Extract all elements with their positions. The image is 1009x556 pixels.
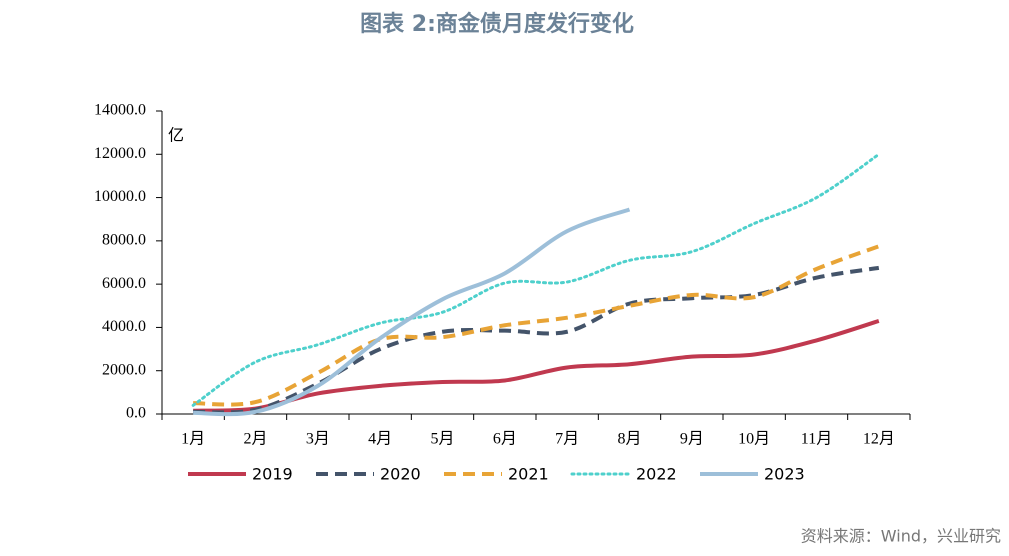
y-tick-label: 10000.0 — [94, 188, 146, 205]
legend-label: 2023 — [764, 465, 805, 484]
line-series — [193, 319, 880, 413]
x-tick-label: 10月 — [738, 431, 770, 448]
x-tick-label: 6月 — [493, 431, 517, 448]
x-tick-label: 3月 — [306, 431, 330, 448]
y-tick-label: 14000.0 — [94, 102, 146, 119]
x-tick-label: 12月 — [863, 431, 895, 448]
line-series — [193, 207, 631, 417]
x-tick-label: 4月 — [368, 431, 392, 448]
y-tick-label: 12000.0 — [94, 145, 146, 162]
legend-label: 2022 — [636, 465, 677, 484]
y-tick-label: 0.0 — [126, 405, 146, 422]
chart-title: 图表 2:商金债月度发行变化 — [360, 11, 634, 37]
x-tick-label: 9月 — [680, 431, 704, 448]
source-note: 资料来源：Wind，兴业研究 — [801, 527, 1001, 546]
y-tick-label: 6000.0 — [102, 275, 146, 292]
x-tick-label: 5月 — [430, 431, 454, 448]
y-unit: 亿 — [168, 127, 184, 145]
line-series — [193, 244, 880, 407]
line-series — [191, 152, 881, 407]
x-tick-label: 11月 — [801, 431, 832, 448]
legend-label: 2020 — [380, 465, 421, 484]
x-tick-label: 7月 — [555, 431, 579, 448]
legend-label: 2021 — [508, 465, 549, 484]
line-series — [193, 265, 880, 415]
x-tick-label: 8月 — [617, 431, 641, 448]
x-tick-label: 2月 — [243, 431, 267, 448]
y-tick-label: 4000.0 — [102, 318, 146, 335]
x-tick-label: 1月 — [181, 431, 205, 448]
y-tick-label: 2000.0 — [102, 361, 146, 378]
legend-label: 2019 — [252, 465, 293, 484]
y-tick-label: 8000.0 — [102, 232, 146, 249]
